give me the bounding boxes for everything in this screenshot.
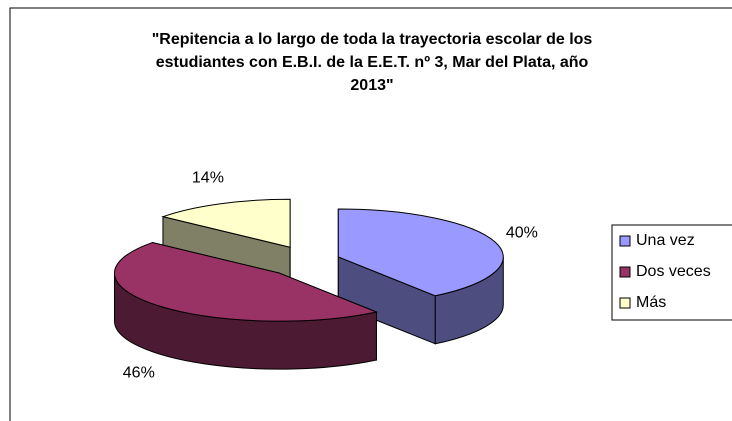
data-label: 46%: [123, 364, 155, 381]
legend-label: Una vez: [636, 232, 695, 249]
slice: [161, 198, 291, 248]
chart-title: "Repitencia a lo largo de toda la trayec…: [152, 31, 593, 48]
slice: [337, 208, 504, 297]
chart-title: 2013": [350, 77, 393, 94]
data-label: 40%: [506, 225, 538, 242]
slice: [114, 242, 379, 322]
legend-swatch: [619, 266, 631, 278]
legend-box: [611, 224, 732, 321]
data-label: 14%: [192, 170, 224, 187]
chart-title: estudiantes con E.B.I. de la E.E.T. nº 3…: [156, 54, 589, 71]
legend-swatch: [619, 235, 631, 247]
legend-label: Más: [636, 294, 666, 311]
legend-swatch: [619, 297, 631, 309]
legend-label: Dos veces: [636, 263, 711, 280]
